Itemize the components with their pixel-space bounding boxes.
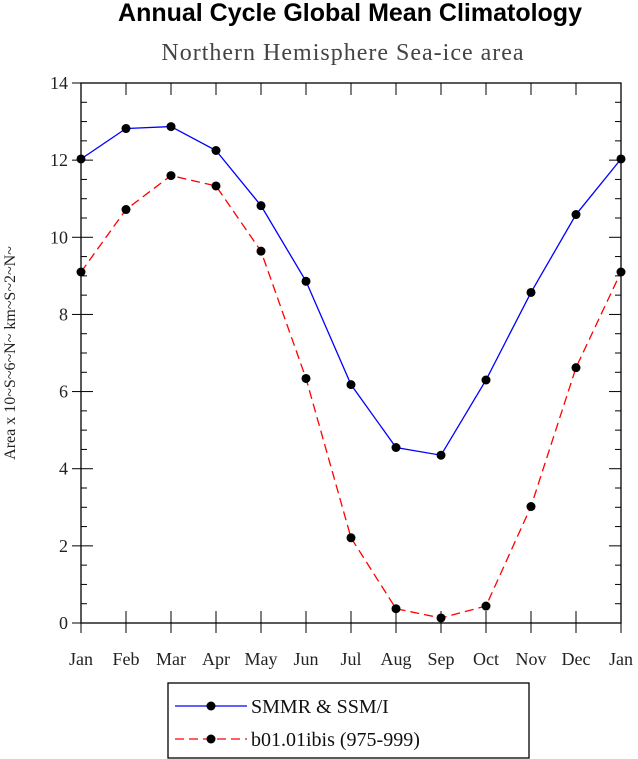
data-point (76, 154, 86, 164)
x-tick-label: Jan (609, 649, 633, 669)
data-point (211, 146, 221, 155)
x-tick-label: Aug (381, 649, 412, 669)
y-tick-labels: 0 2 4 6 8 10 12 14 (50, 73, 68, 633)
data-point (121, 205, 131, 215)
data-point (391, 443, 401, 452)
data-point (346, 380, 356, 390)
data-point (346, 533, 356, 543)
x-tick-label: Sep (428, 649, 455, 669)
data-point (481, 601, 491, 611)
x-tick-label: Nov (516, 649, 547, 669)
data-point (571, 363, 581, 373)
x-tick-label: Oct (473, 649, 499, 669)
chart-title: Annual Cycle Global Mean Climatology (118, 0, 582, 27)
data-point (436, 613, 446, 623)
x-tick-label: Dec (562, 649, 591, 669)
data-point (526, 502, 536, 512)
x-tick-label: Apr (202, 649, 230, 669)
x-tick-label: Mar (156, 649, 186, 669)
data-point (301, 276, 311, 286)
x-tick-label: Feb (113, 649, 140, 669)
y-tick-label: 8 (59, 304, 68, 324)
data-point (166, 122, 176, 132)
data-point (616, 267, 626, 277)
data-point (256, 201, 266, 211)
y-tick-label: 6 (59, 382, 68, 402)
legend-marker (206, 701, 216, 711)
data-point (256, 246, 266, 256)
data-point (391, 604, 401, 614)
data-point (526, 287, 536, 297)
data-point (76, 267, 86, 277)
series-0 (76, 122, 626, 460)
x-tick-label: Jan (69, 649, 93, 669)
y-tick-label: 4 (59, 459, 68, 479)
data-point (436, 450, 446, 460)
data-point (301, 373, 311, 383)
legend-label: SMMR & SSM/I (251, 696, 389, 718)
data-point (121, 124, 131, 134)
legend-label: b01.01ibis (975-999) (251, 729, 420, 751)
series-layer (76, 122, 626, 623)
y-tick-label: 2 (59, 536, 68, 556)
series-line (80, 125, 622, 456)
y-tick-label: 14 (50, 73, 68, 93)
x-tick-labels: Jan Feb Mar Apr May Jun Jul Aug Sep Oct Nov Dec Jan (69, 649, 633, 669)
series-line (80, 174, 622, 619)
series-1 (76, 171, 626, 623)
x-tick-label: Jun (293, 649, 318, 669)
data-point (211, 181, 221, 191)
y-axis-label: Area x 10~S~6~N~ km~S~2~N~ (2, 246, 19, 460)
data-point (616, 154, 626, 164)
legend: SMMR & SSM/I b01.01ibis (975-999) (175, 696, 420, 751)
y-tick-label: 12 (50, 150, 68, 170)
data-point (481, 375, 491, 385)
x-tick-label: May (245, 649, 278, 669)
x-tick-label: Jul (340, 649, 361, 669)
data-point (166, 171, 176, 181)
legend-marker (206, 734, 216, 744)
chart-subtitle: Northern Hemisphere Sea-ice area (161, 40, 524, 66)
axis-ticks (72, 82, 622, 633)
y-tick-label: 0 (59, 613, 68, 633)
y-tick-label: 10 (50, 227, 68, 247)
data-point (571, 210, 581, 220)
legend-box (167, 682, 530, 759)
